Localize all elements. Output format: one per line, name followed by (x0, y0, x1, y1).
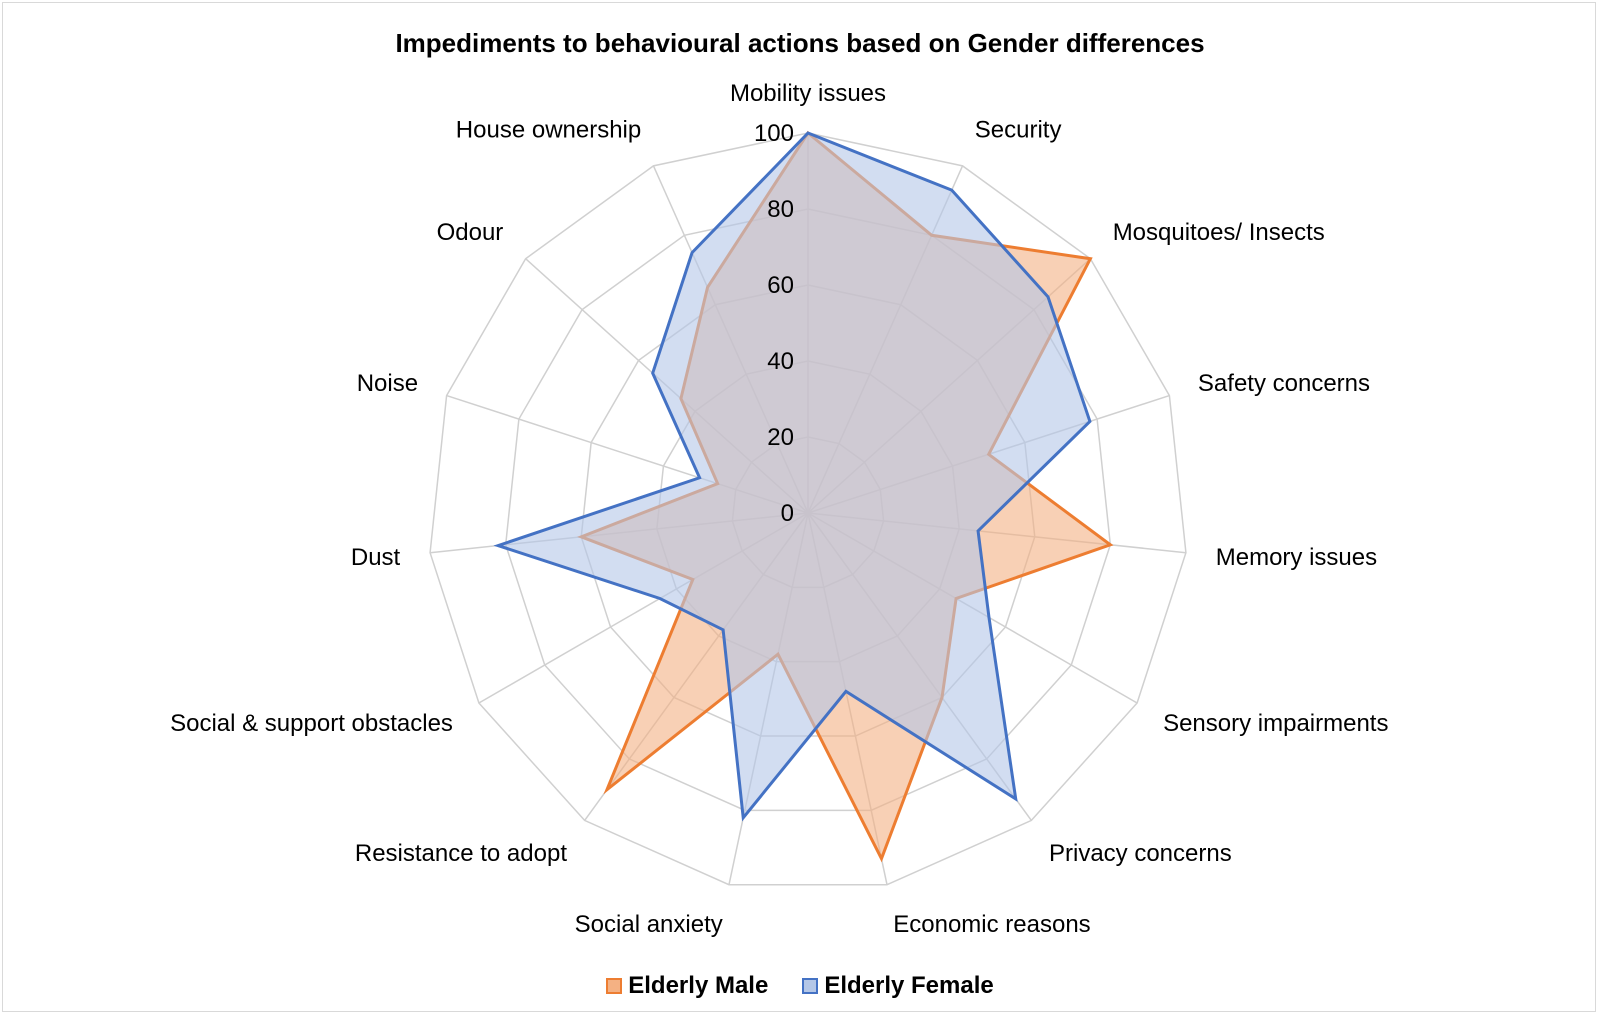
category-label: Safety concerns (1198, 370, 1370, 397)
series-elderly-female (493, 131, 1092, 822)
category-label: Mosquitoes/ Insects (1113, 219, 1325, 246)
category-label: Privacy concerns (1049, 840, 1232, 867)
legend: Elderly Male Elderly Female (0, 972, 1600, 1000)
category-label: Dust (351, 544, 401, 571)
category-label: Mobility issues (730, 80, 886, 107)
tick-label: 20 (767, 424, 794, 451)
category-label: Security (975, 116, 1062, 143)
category-label: Sensory impairments (1163, 710, 1388, 737)
tick-label: 60 (767, 272, 794, 299)
radial-tick-labels: 0 20 40 60 80 100 (754, 120, 794, 527)
category-labels: Mobility issues Security Mosquitoes/ Insec… (170, 80, 1388, 938)
chart-title: Impediments to behavioural actions based… (395, 28, 1205, 58)
category-label: Economic reasons (893, 911, 1090, 938)
radar-series (493, 130, 1114, 863)
category-label: Noise (357, 370, 418, 397)
legend-item-female: Elderly Female (802, 972, 994, 1000)
legend-item-male: Elderly Male (606, 972, 768, 1000)
category-label: Social & support obstacles (170, 710, 453, 737)
tick-label: 0 (781, 500, 794, 527)
legend-label-male: Elderly Male (628, 972, 769, 999)
tick-label: 40 (767, 348, 794, 375)
category-label: Social anxiety (575, 911, 723, 938)
category-label: Resistance to adopt (355, 840, 567, 867)
legend-swatch-male (606, 978, 623, 994)
grid-ring (429, 132, 1187, 886)
tick-label: 100 (754, 120, 794, 147)
category-label: Memory issues (1216, 544, 1377, 571)
tick-label: 80 (767, 196, 794, 223)
category-label: Odour (437, 219, 504, 246)
category-label: House ownership (456, 116, 641, 143)
legend-label-female: Elderly Female (824, 972, 994, 999)
legend-swatch-female (802, 978, 819, 994)
